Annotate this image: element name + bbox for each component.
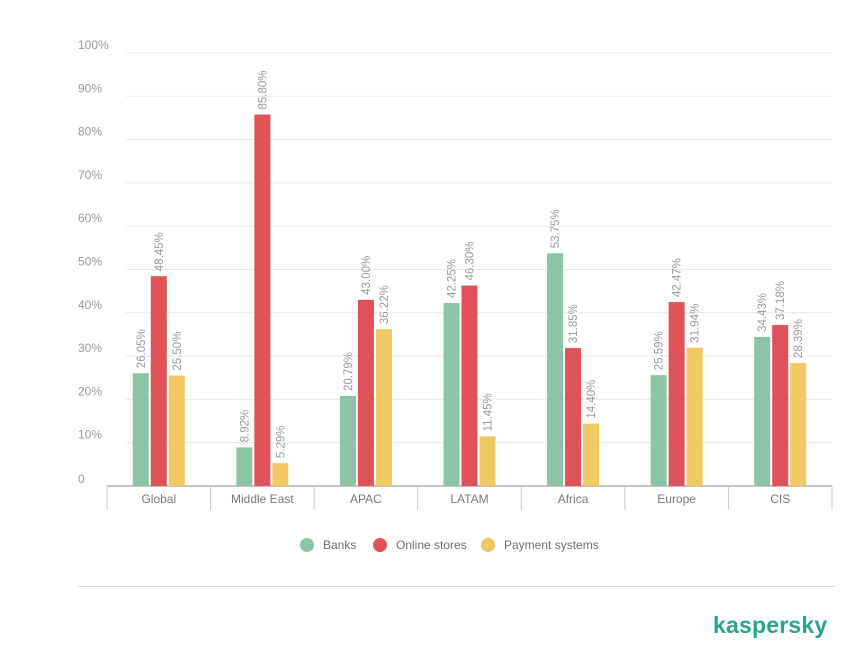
data-label: 53.75%	[550, 209, 562, 248]
bar	[443, 303, 460, 486]
data-label: 31.85%	[568, 304, 580, 343]
bar	[461, 285, 478, 486]
category-label: CIS	[770, 492, 790, 506]
data-label: 14.40%	[586, 380, 598, 419]
data-label: 85.80%	[257, 70, 269, 109]
kaspersky-logo: kaspersky	[713, 612, 828, 638]
y-tick-label: 10%	[78, 428, 102, 442]
y-tick-label: 40%	[78, 298, 102, 312]
category-label: APAC	[350, 492, 382, 506]
data-label: 36.22%	[379, 285, 391, 324]
data-label: 25.59%	[654, 331, 666, 370]
data-label: 20.79%	[343, 352, 355, 391]
data-label: 8.92%	[239, 410, 251, 443]
category-label: Africa	[558, 492, 589, 506]
data-label: 11.45%	[483, 393, 495, 431]
bar	[375, 329, 392, 486]
data-label: 25.50%	[172, 332, 184, 371]
data-label: 34.43%	[757, 293, 769, 332]
y-tick-label: 60%	[78, 211, 102, 225]
bar	[583, 423, 600, 486]
data-label: 43.00%	[361, 256, 373, 295]
bar	[272, 463, 289, 486]
y-tick-label: 20%	[78, 384, 102, 398]
data-label: 5.29%	[275, 425, 287, 458]
y-tick-label: 90%	[78, 81, 102, 95]
legend-swatch	[481, 538, 495, 552]
y-tick-label: 50%	[78, 255, 102, 269]
y-tick-label: 0	[78, 472, 85, 486]
bar	[339, 395, 356, 486]
y-tick-label: 70%	[78, 168, 102, 182]
bar	[772, 325, 789, 486]
bar	[150, 276, 167, 486]
bar	[168, 375, 185, 486]
data-label: 46.30%	[465, 242, 477, 281]
legend-label: Banks	[323, 538, 356, 552]
category-label: LATAM	[450, 492, 488, 506]
bar	[668, 302, 685, 486]
bar	[547, 253, 564, 486]
bar	[790, 363, 807, 486]
data-label: 48.45%	[154, 232, 166, 271]
legend-label: Payment systems	[504, 538, 599, 552]
footer-divider	[78, 586, 835, 587]
data-label: 28.39%	[793, 319, 805, 358]
bar	[236, 447, 253, 486]
legend-swatch	[373, 538, 387, 552]
category-label: Middle East	[231, 492, 294, 506]
legend-label: Online stores	[396, 538, 467, 552]
data-label: 31.94%	[690, 304, 702, 343]
data-label: 26.05%	[136, 329, 148, 368]
data-label: 42.47%	[672, 258, 684, 297]
category-label: Global	[141, 492, 176, 506]
y-tick-label: 100%	[78, 38, 109, 52]
bar	[479, 436, 496, 486]
data-label: 42.25%	[447, 259, 459, 298]
y-tick-label: 30%	[78, 341, 102, 355]
bar	[650, 375, 667, 486]
y-tick-label: 80%	[78, 125, 102, 139]
data-label: 37.18%	[775, 281, 787, 320]
bar	[754, 336, 771, 486]
bar	[686, 347, 703, 486]
category-label: Europe	[657, 492, 696, 506]
legend-swatch	[300, 538, 314, 552]
bar	[357, 299, 374, 486]
bar	[565, 348, 582, 486]
bar	[254, 114, 271, 487]
bar	[132, 373, 149, 486]
